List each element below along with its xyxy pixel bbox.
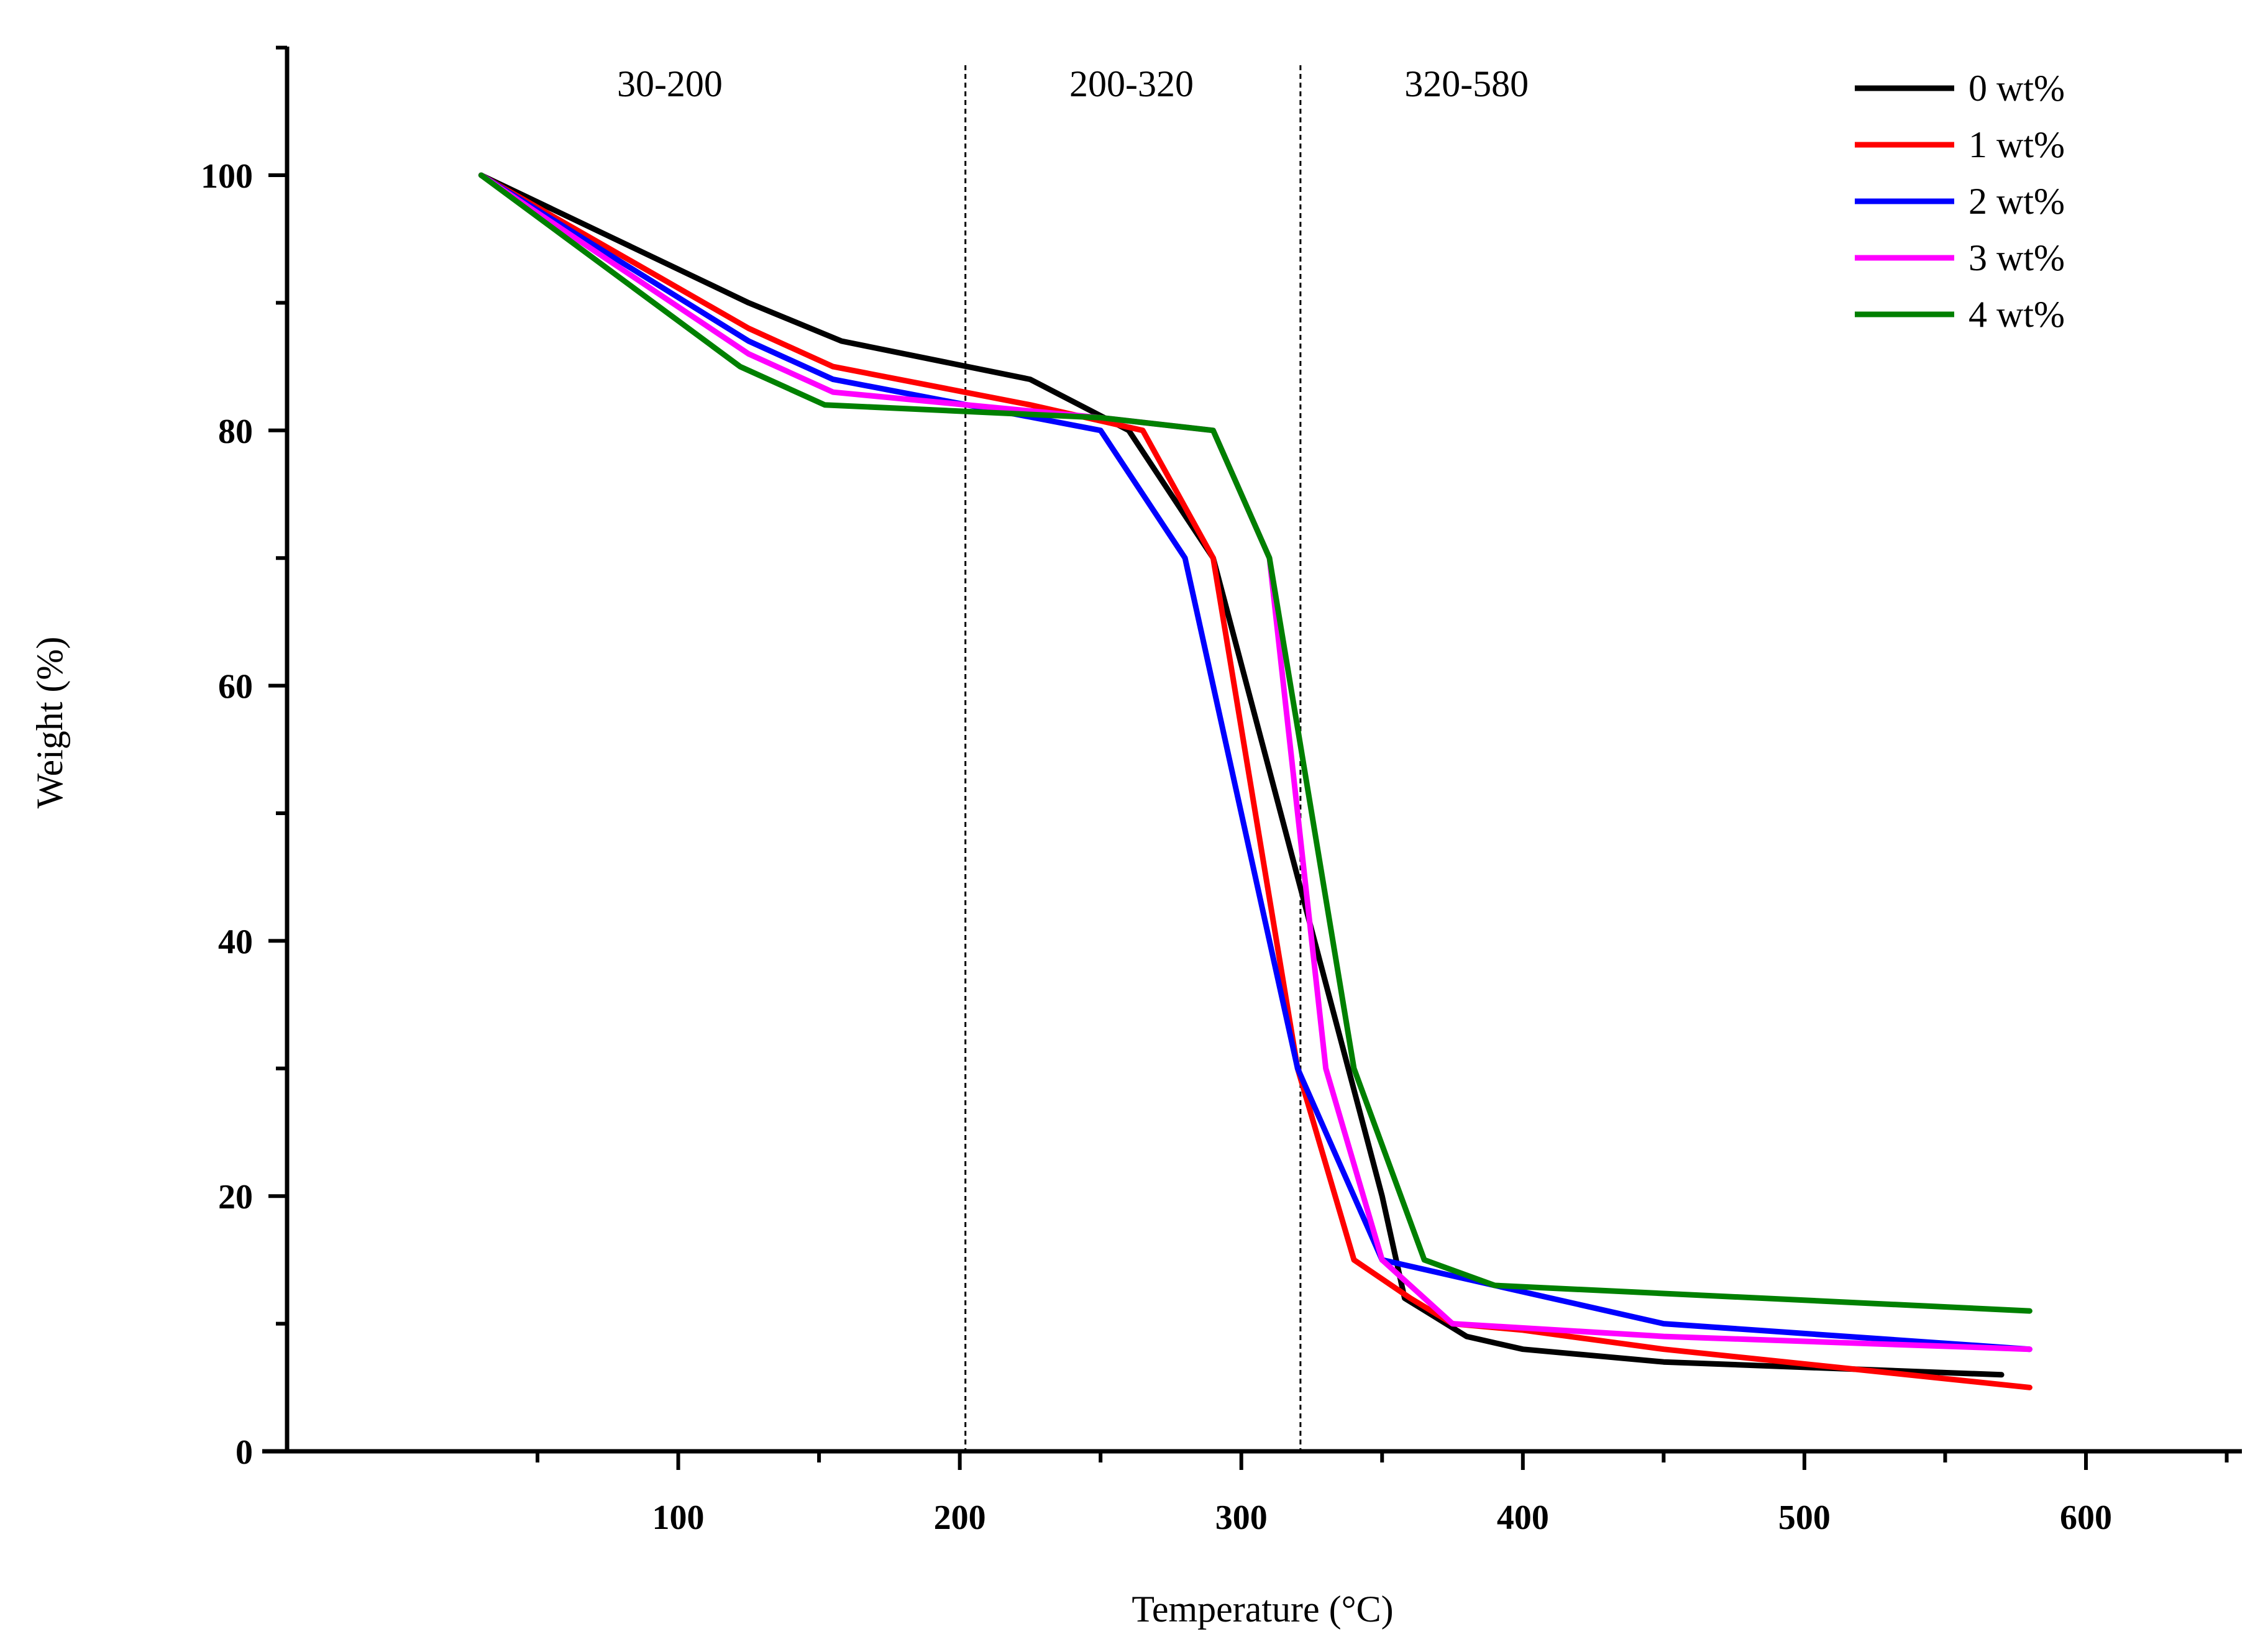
x-tick-label: 600 [2060, 1499, 2112, 1537]
x-tick-label: 100 [652, 1499, 705, 1537]
x-tick-label: 200 [934, 1499, 986, 1537]
region-label: 30-200 [617, 63, 723, 104]
x-tick-label: 300 [1215, 1499, 1268, 1537]
x-axis-ticks: 100 200 300 400 500 600 [536, 1451, 2229, 1537]
legend-label: 0 wt% [1968, 68, 2065, 109]
series-line [478, 172, 2033, 1353]
y-axis-title: Weight (%) [29, 637, 70, 809]
region-boundaries [964, 65, 1302, 1451]
legend-label: 4 wt% [1968, 294, 2065, 335]
series-line [478, 172, 2033, 1353]
series-layer [478, 172, 2033, 1390]
region-labels: 30-200 200-320 320-580 [617, 63, 1529, 104]
series-line [478, 172, 2005, 1378]
y-tick-label: 100 [201, 157, 253, 196]
y-tick-label: 20 [218, 1178, 253, 1216]
legend-label: 3 wt% [1968, 237, 2065, 278]
series-line [478, 172, 2033, 1390]
region-label: 200-320 [1069, 63, 1194, 104]
legend-label: 1 wt% [1968, 124, 2065, 165]
y-tick-label: 40 [218, 923, 253, 961]
x-axis-title: Temperature (°C) [1132, 1589, 1393, 1630]
y-tick-label: 60 [218, 668, 253, 706]
legend-label: 2 wt% [1968, 181, 2065, 222]
x-tick-label: 400 [1497, 1499, 1549, 1537]
y-tick-label: 0 [235, 1433, 253, 1472]
x-tick-label: 500 [1778, 1499, 1831, 1537]
series-line [478, 172, 2033, 1314]
region-label: 320-580 [1404, 63, 1529, 104]
legend: 0 wt% 1 wt% 2 wt% 3 wt% 4 wt% [1855, 68, 2065, 335]
y-tick-label: 80 [218, 413, 253, 451]
y-axis-ticks: 0 20 40 60 80 100 [201, 45, 287, 1472]
